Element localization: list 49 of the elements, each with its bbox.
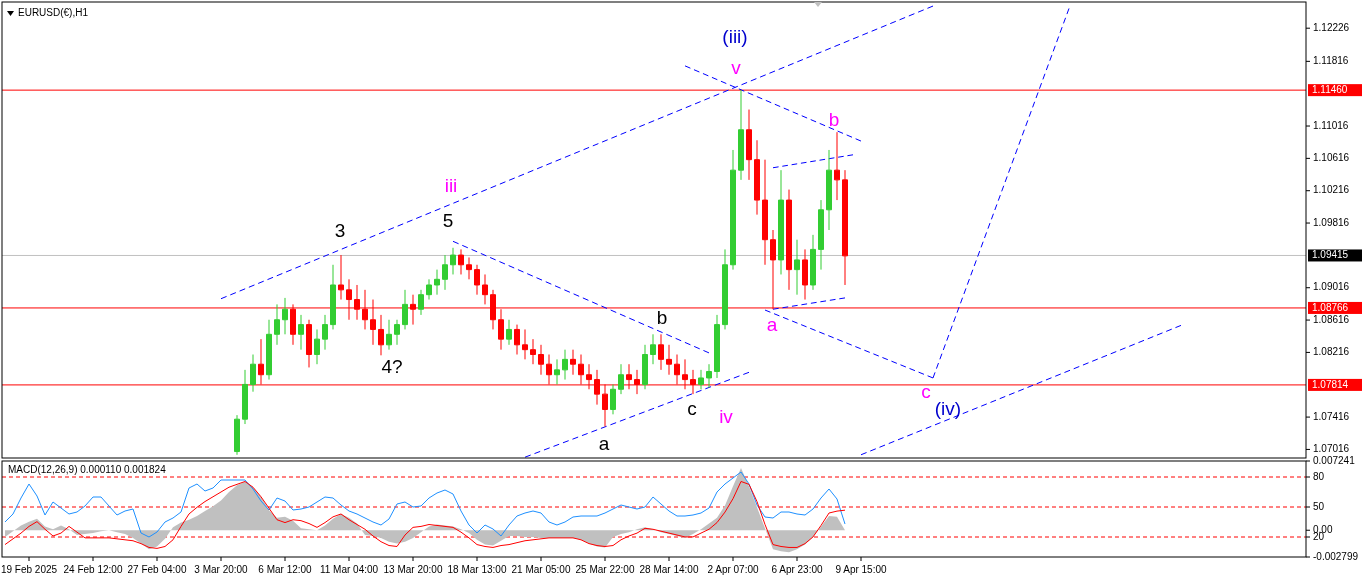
y-tick-label: 1.08616 xyxy=(1313,313,1350,325)
x-tick-label: 28 Mar 14:00 xyxy=(639,564,699,575)
ref-line-label: 1.11460 xyxy=(1312,83,1348,95)
y-tick-label: 1.08216 xyxy=(1313,346,1350,358)
annotation: b xyxy=(828,109,840,131)
annotation: (iii) xyxy=(722,26,748,48)
x-tick-label: 13 Mar 20:00 xyxy=(383,564,443,575)
ref-line-label: 1.09415 xyxy=(1312,249,1349,261)
annotation: c xyxy=(921,380,931,402)
ref-line-label: 1.07814 xyxy=(1312,378,1349,390)
x-tick-label: 11 Mar 04:00 xyxy=(319,564,379,575)
chart-title: MACD(12,26,9) 0.000110 0.001824 xyxy=(8,464,167,475)
annotation: a xyxy=(598,433,610,455)
y-tick-label: 1.07016 xyxy=(1313,443,1350,455)
annotation: iii xyxy=(444,174,458,196)
y-tick-label: -0.002799 xyxy=(1313,550,1359,562)
x-tick-label: 9 Apr 15:00 xyxy=(835,564,888,575)
y-tick-label: 1.10616 xyxy=(1313,152,1350,164)
x-tick-label: 24 Feb 12:00 xyxy=(63,564,123,575)
x-tick-label: 3 Mar 20:00 xyxy=(194,564,249,575)
y-tick-label: 0.007241 xyxy=(1313,454,1356,466)
annotation: c xyxy=(687,398,697,420)
y2-tick-label: 50 xyxy=(1313,500,1325,512)
annotation: a xyxy=(766,314,778,336)
x-tick-label: 27 Feb 04:00 xyxy=(127,564,187,575)
annotation: v xyxy=(731,57,742,79)
y-tick-label: 1.07416 xyxy=(1313,410,1350,422)
y-tick-label: 1.09016 xyxy=(1313,281,1350,293)
y-tick-label: 1.11816 xyxy=(1313,54,1349,66)
text: EURUSD(€),H1 xyxy=(18,7,89,18)
annotation: 5 xyxy=(442,210,454,232)
ref-line-label: 1.08766 xyxy=(1312,301,1349,313)
x-tick-label: 2 Apr 07:00 xyxy=(707,564,760,575)
annotation: 4? xyxy=(381,356,403,378)
annotation: b xyxy=(656,307,668,329)
y-tick-label: 1.11016 xyxy=(1313,119,1349,131)
x-tick-label: 18 Mar 13:00 xyxy=(447,564,507,575)
y-tick-label: 1.10216 xyxy=(1313,184,1350,196)
x-tick-label: 21 Mar 05:00 xyxy=(511,564,571,575)
x-tick-label: 19 Feb 2025 xyxy=(0,564,58,575)
x-tick-label: 6 Apr 23:00 xyxy=(771,564,824,575)
x-tick-label: 25 Mar 22:00 xyxy=(575,564,635,575)
annotation: 3 xyxy=(334,220,346,242)
y-tick-label: 1.09816 xyxy=(1313,216,1350,228)
annotation: (iv) xyxy=(934,398,962,420)
x-tick-label: 6 Mar 12:00 xyxy=(258,564,313,575)
annotation: iv xyxy=(719,405,734,427)
y-tick-label: 1.12226 xyxy=(1313,21,1350,33)
y2-tick-label: 80 xyxy=(1313,470,1325,482)
